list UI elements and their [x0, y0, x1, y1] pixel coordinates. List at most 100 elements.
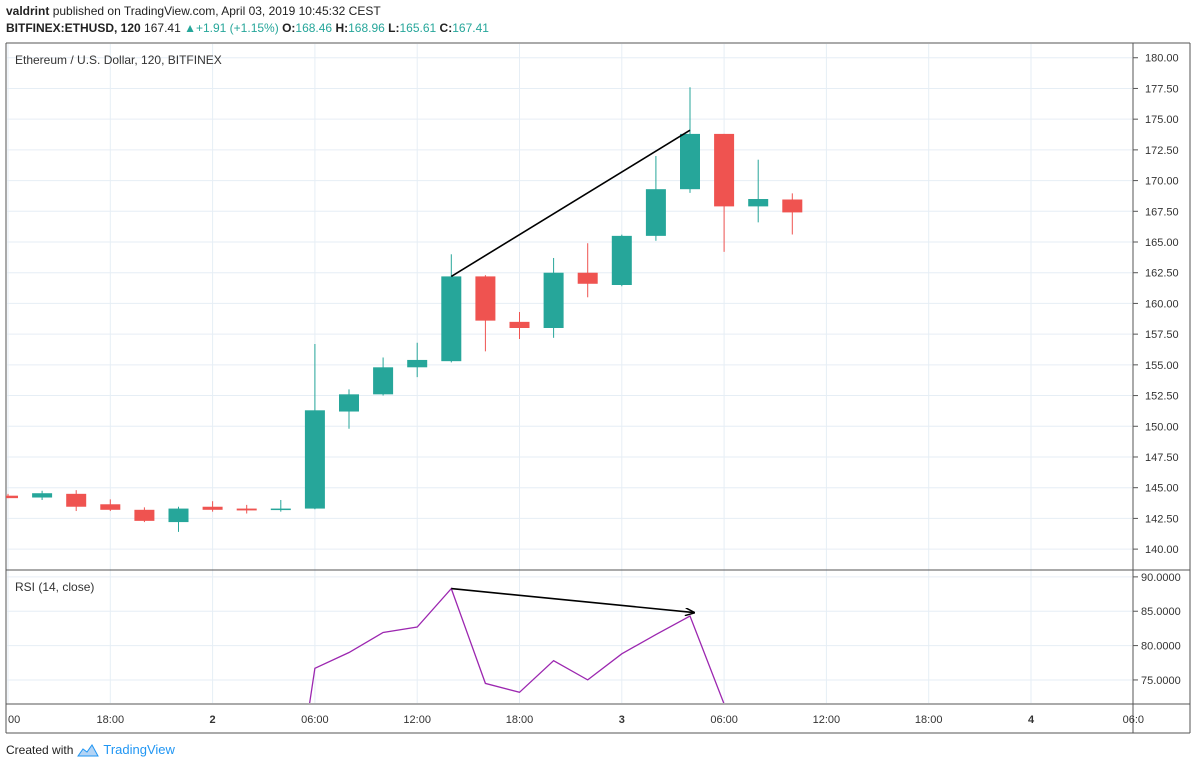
candle-body — [645, 189, 666, 236]
tradingview-brand[interactable]: TradingView — [103, 742, 175, 757]
price-tick-label: 172.50 — [1145, 145, 1179, 157]
high-value: 168.96 — [348, 21, 385, 35]
price-trendline — [450, 129, 691, 278]
symbol-label: BITFINEX:ETHUSD, 120 — [6, 21, 141, 35]
high-label: H: — [335, 21, 349, 35]
chart-frame — [5, 42, 1191, 734]
low-label: L: — [388, 21, 400, 35]
candle-body — [202, 506, 223, 510]
created-with-text: Created with — [6, 742, 74, 757]
candle-body — [680, 133, 700, 190]
open-value: 168.46 — [295, 21, 333, 35]
rsi-tick-label: 80.0000 — [1141, 641, 1181, 653]
candle-down — [236, 504, 257, 514]
candle-down — [509, 312, 530, 340]
price-tick-label: 147.50 — [1145, 452, 1179, 464]
candles — [6, 87, 803, 532]
time-tick-label: 2 — [210, 714, 216, 726]
time-tick-label: 06:00 — [710, 714, 738, 726]
time-tick-label: 06:00 — [301, 714, 329, 726]
candle-down — [66, 490, 87, 512]
time-tick-label: 18:00 — [915, 714, 943, 726]
rsi-tick-label: 90.0000 — [1141, 572, 1181, 584]
candle-body — [748, 199, 769, 207]
candle-body — [475, 276, 496, 321]
candle-body — [100, 504, 121, 510]
candle-body — [270, 508, 291, 511]
price-tick-label: 140.00 — [1145, 544, 1179, 556]
candle-down — [202, 501, 223, 512]
candle-up — [543, 257, 564, 338]
candle-body — [134, 509, 155, 521]
close-label: C: — [439, 21, 453, 35]
publish-info: valdrint published on TradingView.com, A… — [6, 4, 381, 18]
drawings[interactable] — [450, 129, 694, 612]
rsi-tick-label: 75.0000 — [1141, 675, 1181, 687]
published-text: published on TradingView.com, April 03, … — [52, 4, 381, 18]
candle-up — [373, 357, 394, 396]
candle-up — [441, 254, 462, 363]
close-value: 167.41 — [452, 21, 489, 35]
time-tick-label: 00 — [8, 714, 20, 726]
candle-up — [270, 499, 291, 512]
candle-body — [32, 493, 53, 498]
candle-down — [100, 499, 121, 512]
publisher-name[interactable]: valdrint — [6, 4, 50, 18]
candle-up — [304, 343, 325, 510]
time-axis[interactable]: 00 18:00 2 06:00 12:00 18:00 3 06:00 12:00 18:00 4… — [8, 714, 1144, 726]
candle-body — [441, 276, 462, 362]
candle-up — [611, 234, 632, 287]
candle-body — [577, 272, 598, 284]
candle-body — [304, 410, 325, 509]
price-tick-label: 177.50 — [1145, 83, 1179, 95]
candle-up — [407, 342, 428, 378]
price-tick-label: 150.00 — [1145, 421, 1179, 433]
ohlc-legend: BITFINEX:ETHUSD, 120 167.41 ▲+1.91 (+1.1… — [6, 21, 489, 35]
candle-body — [373, 367, 394, 395]
rsi-tick-label: 85.0000 — [1141, 606, 1181, 618]
low-value: 165.61 — [399, 21, 437, 35]
price-change: +1.91 (+1.15%) — [195, 21, 279, 35]
candle-body — [66, 493, 87, 507]
grid — [7, 44, 1132, 703]
candle-down — [577, 243, 598, 298]
candle-down — [714, 133, 735, 252]
candle-up — [680, 87, 700, 193]
candle-body — [236, 508, 257, 511]
time-tick-label: 3 — [619, 714, 625, 726]
rsi-pane-title: RSI (14, close) — [15, 580, 94, 594]
time-tick-label: 4 — [1028, 714, 1035, 726]
price-tick-label: 162.50 — [1145, 268, 1179, 280]
price-tick-label: 145.00 — [1145, 483, 1179, 495]
price-tick-label: 157.50 — [1145, 329, 1179, 341]
rsi-axis[interactable]: 90.0000 85.0000 80.0000 75.0000 — [1133, 572, 1181, 687]
price-tick-label: 155.00 — [1145, 360, 1179, 372]
time-tick-label: 12:00 — [813, 714, 841, 726]
candle-down — [475, 275, 496, 352]
price-tick-label: 160.00 — [1145, 298, 1179, 310]
candle-body — [611, 235, 632, 286]
candle-up — [168, 506, 189, 532]
candle-body — [407, 359, 428, 368]
candle-body — [509, 321, 530, 328]
open-label: O: — [282, 21, 296, 35]
candle-up — [645, 156, 666, 241]
candle-down — [134, 507, 155, 523]
rsi-line — [308, 587, 725, 703]
time-tick-label: 12:00 — [403, 714, 431, 726]
price-tick-label: 167.50 — [1145, 206, 1179, 218]
candle-body — [782, 199, 803, 213]
rsi-series-line — [308, 587, 725, 703]
price-tick-label: 175.00 — [1145, 114, 1179, 126]
time-tick-label: 06:0 — [1123, 714, 1144, 726]
price-pane-title: Ethereum / U.S. Dollar, 120, BITFINEX — [15, 53, 222, 67]
candle-body — [543, 272, 564, 328]
time-tick-label: 18:00 — [97, 714, 125, 726]
candle-body — [714, 133, 735, 207]
candle-body — [168, 508, 189, 523]
price-tick-label: 180.00 — [1145, 53, 1179, 65]
price-axis[interactable]: 180.00 177.50 175.00 172.50 170.00 167.50 165.… — [1133, 53, 1179, 556]
candle-down — [782, 193, 803, 235]
price-tick-label: 165.00 — [1145, 237, 1179, 249]
